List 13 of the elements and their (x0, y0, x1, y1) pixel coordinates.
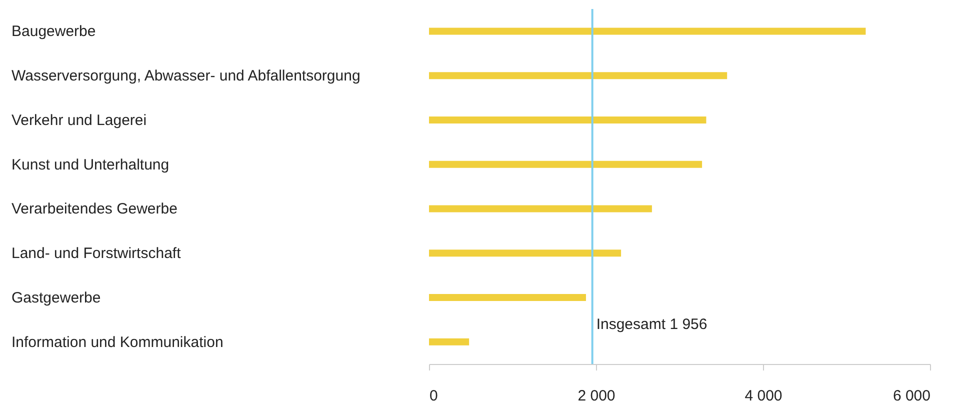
x-tick-label: 0 (430, 388, 438, 404)
ref-line-label: Insgesamt 1 956 (596, 316, 708, 333)
x-tick-label: 2 000 (578, 388, 616, 404)
x-tick-label: 4 000 (744, 388, 782, 404)
y-tick-label: Kunst und Unterhaltung (12, 156, 170, 174)
y-tick-label: Wasserversorgung, Abwasser- und Abfallentsorgung (12, 68, 360, 85)
y-tick-label: Gastgewerbe (12, 289, 101, 306)
y-tick-label: Information und Kommunikation (12, 334, 224, 351)
y-tick-label: Land- und Forstwirtschaft (12, 245, 182, 262)
y-tick-label: Verkehr und Lagerei (12, 112, 147, 129)
x-tick-label: 6 000 (892, 388, 930, 404)
y-tick-label: Verarbeitendes Gewerbe (12, 200, 178, 218)
y-tick-label: Baugewerbe (12, 23, 96, 40)
